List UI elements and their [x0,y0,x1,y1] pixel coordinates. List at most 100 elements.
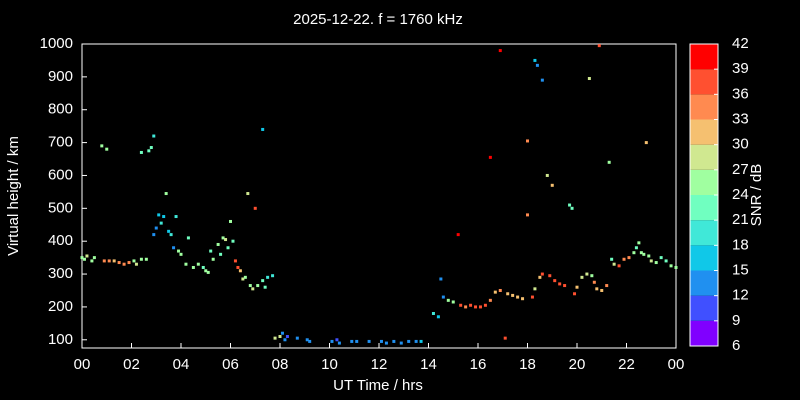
data-point [597,44,601,48]
data-point [384,341,388,345]
data-point [127,261,131,265]
y-tick-label: 500 [48,199,73,216]
data-point [526,213,529,217]
data-point [533,287,537,291]
data-point [107,259,111,263]
data-point [191,265,195,269]
data-point [446,298,450,302]
data-point [392,339,396,343]
data-point [441,295,445,299]
data-point [436,315,440,319]
colorbar-tick-label: 12 [732,287,749,304]
data-point [229,219,232,223]
x-tick-label: 10 [321,356,338,373]
data-point [617,264,621,268]
data-point [241,277,245,281]
data-point [530,295,534,299]
data-point [587,77,591,81]
data-point [82,257,86,261]
data-point [637,241,641,245]
data-point [246,192,250,196]
x-tick-label: 12 [371,356,388,373]
data-point [605,284,609,288]
x-tick-label: 04 [173,356,190,373]
data-point [488,298,492,302]
data-point [177,249,181,253]
data-point [147,149,151,153]
data-point [248,284,252,288]
data-point [503,336,507,340]
data-point [221,236,225,240]
data-point [573,292,577,296]
x-tick-label: 00 [74,356,91,373]
y-tick-label: 100 [48,331,73,348]
data-point [112,259,116,263]
data-point [622,257,626,261]
colorbar-bin [690,44,718,70]
data-point [585,272,589,276]
colorbar-bin [690,270,718,296]
data-point [642,252,646,256]
data-point [337,341,341,345]
data-point [540,78,544,82]
data-point [184,262,188,266]
data-point [563,284,567,288]
data-point [498,49,502,53]
colorbar-tick-label: 6 [732,337,740,354]
x-tick-label: 02 [123,356,140,373]
data-point [253,206,257,210]
data-point [261,279,265,283]
data-point [553,279,557,283]
colorbar-tick-label: 42 [732,35,749,52]
y-axis-label: Virtual height / km [5,136,22,256]
data-point [139,257,143,261]
data-point [196,262,200,266]
plot-frame [81,43,677,349]
data-point [469,303,473,307]
data-point [92,256,96,260]
data-point [464,305,468,309]
data-point [102,259,106,263]
data-point [511,293,515,297]
data-point [526,139,529,143]
data-point [498,288,502,292]
x-tick-label: 00 [668,356,685,373]
y-tick-label: 200 [48,298,73,315]
y-tick-label: 700 [48,134,73,151]
data-point [488,155,492,159]
data-point [590,274,594,278]
data-point [266,275,270,279]
data-point [612,262,616,266]
data-point [414,339,418,343]
colorbar-bin [690,220,718,246]
x-tick-label: 20 [569,356,586,373]
data-point [100,144,104,148]
data-point [533,58,537,62]
data-point [451,300,455,304]
data-point [122,262,126,266]
colorbar-tick-label: 36 [732,85,749,102]
data-point [607,160,611,164]
colorbar-tick-label: 15 [732,261,749,278]
colorbar-bin [690,119,718,145]
data-point [570,206,574,210]
data-point [164,192,168,196]
data-point [335,338,339,342]
colorbar-bin [690,94,718,120]
data-point [224,238,228,242]
data-point [516,295,520,299]
data-point [162,215,166,219]
data-point [85,254,89,258]
data-point [550,183,554,187]
data-point [610,257,614,261]
x-tick-label: 06 [222,356,239,373]
data-point [540,272,544,276]
data-point [379,339,383,343]
data-point [186,236,190,240]
data-point [580,275,584,279]
data-point [278,334,282,338]
data-point [305,338,309,342]
data-point [280,331,284,335]
colorbar-tick-label: 9 [732,312,740,329]
